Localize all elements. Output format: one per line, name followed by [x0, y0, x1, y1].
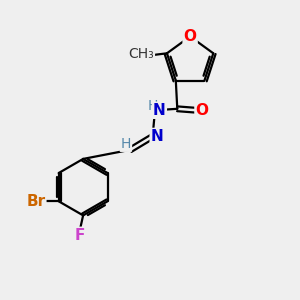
Text: Br: Br — [26, 194, 45, 209]
Text: F: F — [75, 228, 85, 243]
Text: N: N — [153, 103, 166, 118]
Text: O: O — [184, 29, 196, 44]
Text: H: H — [147, 99, 158, 113]
Text: O: O — [196, 103, 208, 118]
Text: CH₃: CH₃ — [128, 47, 154, 61]
Text: H: H — [121, 137, 131, 151]
Text: N: N — [151, 129, 164, 144]
